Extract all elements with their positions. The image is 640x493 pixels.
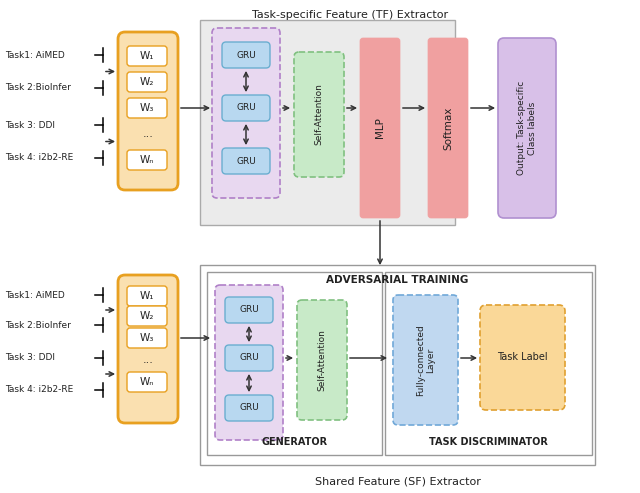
Text: W₃: W₃ [140, 333, 154, 343]
FancyBboxPatch shape [480, 305, 565, 410]
FancyBboxPatch shape [294, 52, 344, 177]
Bar [385, 272, 592, 455]
FancyBboxPatch shape [225, 345, 273, 371]
Text: MLP: MLP [375, 117, 385, 139]
FancyBboxPatch shape [222, 148, 270, 174]
Text: Task 2:BioInfer: Task 2:BioInfer [5, 83, 71, 93]
Text: Self-Attention: Self-Attention [314, 83, 323, 145]
Text: Task 3: DDI: Task 3: DDI [5, 120, 55, 130]
Text: Task-specific Feature (TF) Extractor: Task-specific Feature (TF) Extractor [252, 10, 448, 20]
FancyBboxPatch shape [297, 300, 347, 420]
Text: ADVERSARIAL TRAINING: ADVERSARIAL TRAINING [326, 275, 468, 285]
FancyBboxPatch shape [222, 42, 270, 68]
Text: Task 3: DDI: Task 3: DDI [5, 353, 55, 362]
FancyBboxPatch shape [127, 98, 167, 118]
Text: Task1: AiMED: Task1: AiMED [5, 50, 65, 60]
Text: GRU: GRU [239, 306, 259, 315]
Text: W₂: W₂ [140, 77, 154, 87]
FancyBboxPatch shape [222, 95, 270, 121]
Bar [207, 272, 382, 455]
Text: Shared Feature (SF) Extractor: Shared Feature (SF) Extractor [315, 477, 481, 487]
Text: GENERATOR: GENERATOR [261, 437, 328, 447]
Text: ...: ... [143, 355, 154, 365]
Text: W₁: W₁ [140, 51, 154, 61]
FancyBboxPatch shape [118, 32, 178, 190]
Text: GRU: GRU [239, 353, 259, 362]
Text: Self-Attention: Self-Attention [317, 329, 326, 391]
Text: Softmax: Softmax [443, 106, 453, 150]
Text: Output: Task-specific
Class labels: Output: Task-specific Class labels [517, 81, 537, 175]
Bar [200, 265, 595, 465]
FancyBboxPatch shape [498, 38, 556, 218]
Text: GRU: GRU [239, 403, 259, 413]
FancyBboxPatch shape [127, 306, 167, 326]
Text: W₂: W₂ [140, 311, 154, 321]
FancyBboxPatch shape [360, 38, 400, 218]
FancyBboxPatch shape [393, 295, 458, 425]
FancyBboxPatch shape [212, 28, 280, 198]
Text: Task Label: Task Label [497, 352, 548, 362]
FancyBboxPatch shape [428, 38, 468, 218]
Text: Task 2:BioInfer: Task 2:BioInfer [5, 320, 71, 329]
Text: Wₙ: Wₙ [140, 377, 154, 387]
Text: Task 4: i2b2-RE: Task 4: i2b2-RE [5, 153, 73, 163]
FancyBboxPatch shape [118, 275, 178, 423]
FancyBboxPatch shape [127, 150, 167, 170]
Text: GRU: GRU [236, 50, 256, 60]
Text: TASK DISCRIMINATOR: TASK DISCRIMINATOR [429, 437, 548, 447]
FancyBboxPatch shape [215, 285, 283, 440]
Text: GRU: GRU [236, 156, 256, 166]
Text: W₁: W₁ [140, 291, 154, 301]
FancyBboxPatch shape [127, 72, 167, 92]
Text: Fully-connected
Layer: Fully-connected Layer [416, 324, 435, 396]
Text: Task1: AiMED: Task1: AiMED [5, 290, 65, 300]
Text: Task 4: i2b2-RE: Task 4: i2b2-RE [5, 386, 73, 394]
Text: ...: ... [143, 129, 154, 139]
Text: GRU: GRU [236, 104, 256, 112]
FancyBboxPatch shape [127, 46, 167, 66]
Text: Wₙ: Wₙ [140, 155, 154, 165]
FancyBboxPatch shape [225, 297, 273, 323]
FancyBboxPatch shape [127, 328, 167, 348]
Text: W₃: W₃ [140, 103, 154, 113]
Bar [200, 20, 455, 225]
FancyBboxPatch shape [225, 395, 273, 421]
FancyBboxPatch shape [127, 286, 167, 306]
FancyBboxPatch shape [127, 372, 167, 392]
